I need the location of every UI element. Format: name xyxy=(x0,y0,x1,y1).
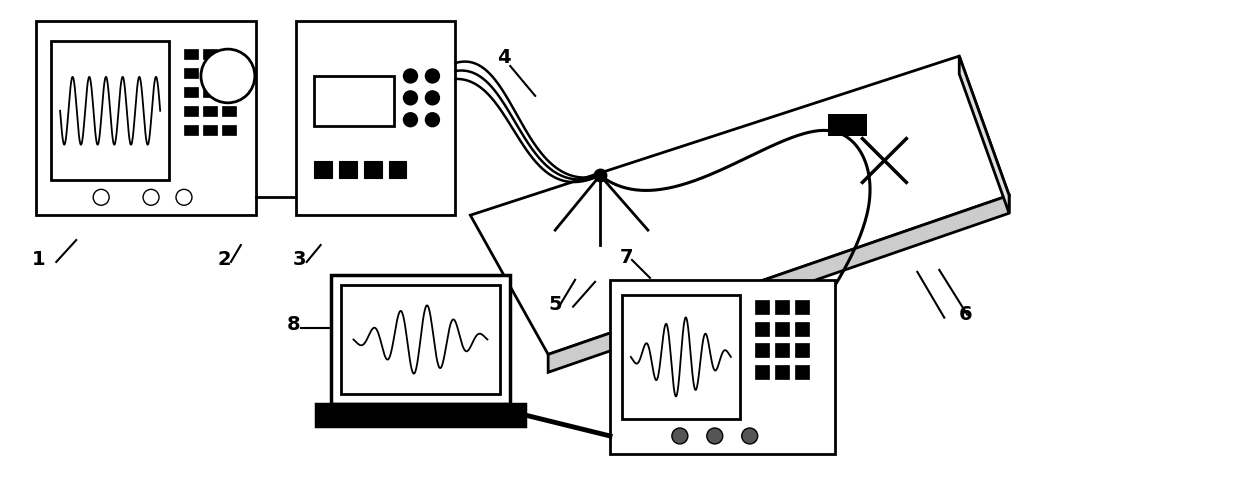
Circle shape xyxy=(201,49,254,103)
Bar xyxy=(795,300,808,314)
Bar xyxy=(775,366,789,380)
Bar xyxy=(295,22,455,215)
Circle shape xyxy=(707,428,723,444)
Bar xyxy=(184,106,198,116)
Bar xyxy=(222,106,236,116)
Bar xyxy=(222,68,236,78)
Bar xyxy=(203,49,217,59)
Bar xyxy=(755,322,769,336)
Text: 3: 3 xyxy=(293,250,306,269)
Text: 1: 1 xyxy=(31,250,45,269)
Circle shape xyxy=(176,190,192,206)
Bar xyxy=(184,124,198,134)
Bar xyxy=(610,280,835,454)
Bar xyxy=(314,76,393,126)
Bar xyxy=(341,285,500,394)
Bar xyxy=(795,322,808,336)
Bar xyxy=(222,87,236,97)
Bar xyxy=(775,344,789,357)
Bar xyxy=(316,404,526,426)
Text: 8: 8 xyxy=(286,314,300,334)
Circle shape xyxy=(93,190,109,206)
Bar xyxy=(755,300,769,314)
Bar xyxy=(775,322,789,336)
Circle shape xyxy=(742,428,758,444)
Bar xyxy=(184,68,198,78)
Bar xyxy=(184,87,198,97)
Bar xyxy=(622,294,740,419)
Circle shape xyxy=(403,113,418,126)
Bar xyxy=(755,344,769,357)
Bar xyxy=(339,160,357,178)
Bar xyxy=(363,160,382,178)
Bar xyxy=(203,124,217,134)
Bar xyxy=(314,160,331,178)
Bar xyxy=(222,124,236,134)
Circle shape xyxy=(143,190,159,206)
Bar xyxy=(795,366,808,380)
Bar xyxy=(203,87,217,97)
Bar xyxy=(388,160,407,178)
Polygon shape xyxy=(960,56,1009,213)
Circle shape xyxy=(672,428,688,444)
Bar xyxy=(331,275,510,404)
Circle shape xyxy=(425,113,439,126)
Bar xyxy=(184,49,198,59)
Bar xyxy=(775,300,789,314)
Bar xyxy=(222,49,236,59)
Bar xyxy=(51,41,169,180)
Bar xyxy=(795,344,808,357)
Text: 5: 5 xyxy=(548,294,562,314)
Bar xyxy=(755,366,769,380)
Circle shape xyxy=(425,91,439,105)
Text: 4: 4 xyxy=(497,48,511,67)
Bar xyxy=(36,22,255,215)
Circle shape xyxy=(403,91,418,105)
Bar xyxy=(203,106,217,116)
Text: 6: 6 xyxy=(960,304,973,324)
Polygon shape xyxy=(470,56,1009,354)
Text: 7: 7 xyxy=(620,248,634,267)
Circle shape xyxy=(425,69,439,83)
Polygon shape xyxy=(548,196,1009,372)
Circle shape xyxy=(403,69,418,83)
Text: 2: 2 xyxy=(218,250,232,269)
Bar xyxy=(827,114,868,136)
Bar xyxy=(203,68,217,78)
